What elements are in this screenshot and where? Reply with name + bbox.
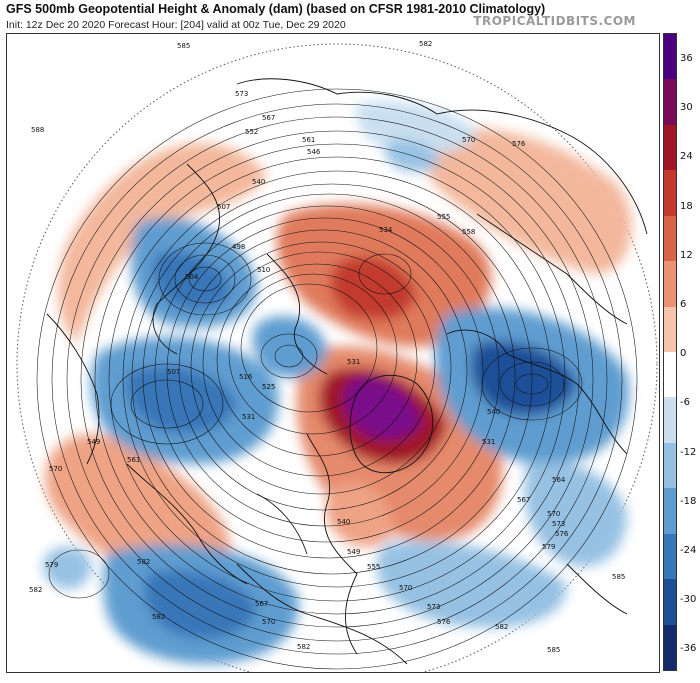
svg-text:564: 564 <box>552 476 566 484</box>
svg-text:525: 525 <box>262 383 275 391</box>
colorbar-tick-label: 12 <box>680 249 693 261</box>
colorbar-segment <box>664 261 676 308</box>
height-contours <box>36 88 638 670</box>
svg-text:552: 552 <box>245 128 258 136</box>
svg-text:510: 510 <box>257 266 270 274</box>
map-subtitle: Init: 12z Dec 20 2020 Forecast Hour: [20… <box>6 19 346 31</box>
svg-text:531: 531 <box>482 438 495 446</box>
svg-text:567: 567 <box>262 114 275 122</box>
map-title: GFS 500mb Geopotential Height & Anomaly … <box>6 2 546 16</box>
svg-text:567: 567 <box>517 496 530 504</box>
svg-text:567: 567 <box>255 600 268 608</box>
colorbar-tick-label: -24 <box>680 545 697 556</box>
colorbar-segment <box>664 624 676 671</box>
svg-text:555: 555 <box>367 563 380 571</box>
svg-text:582: 582 <box>29 586 42 594</box>
colorbar-tick-label: 18 <box>680 200 693 212</box>
colorbar-tick-label: 36 <box>680 53 693 64</box>
colorbar-segment <box>664 79 676 126</box>
colorbar-segment <box>664 170 676 217</box>
svg-text:585: 585 <box>612 573 625 581</box>
svg-text:585: 585 <box>547 646 560 654</box>
svg-text:582: 582 <box>419 40 432 48</box>
svg-text:573: 573 <box>235 90 248 98</box>
colorbar-segment <box>664 306 676 353</box>
svg-text:507: 507 <box>217 203 230 211</box>
svg-text:570: 570 <box>462 136 475 144</box>
colorbar-tick-label: -12 <box>680 446 697 458</box>
colorbar-segment <box>664 533 676 580</box>
colorbar-segment <box>664 442 676 489</box>
colorbar-tick-label: -36 <box>680 643 697 655</box>
svg-text:582: 582 <box>297 643 310 651</box>
svg-text:582: 582 <box>495 623 508 631</box>
svg-text:555: 555 <box>437 213 450 221</box>
colorbar-tick-label: -30 <box>680 594 697 606</box>
svg-text:549: 549 <box>347 548 360 556</box>
svg-text:579: 579 <box>542 543 555 551</box>
svg-text:498: 498 <box>232 243 245 251</box>
colorbar-segment <box>664 488 676 535</box>
colorbar-tick-label: 6 <box>680 299 687 310</box>
colorbar-segment <box>664 352 676 398</box>
svg-text:549: 549 <box>87 438 100 446</box>
svg-text:561: 561 <box>302 136 315 144</box>
map-panel: 585 582 588 573 567 561 552 546 540 534 … <box>6 33 660 673</box>
brand-watermark: TROPICALTIDBITS.COM <box>473 14 636 28</box>
svg-text:531: 531 <box>242 413 255 421</box>
anomaly-field <box>42 101 632 664</box>
map-boundary <box>16 43 658 672</box>
svg-text:582: 582 <box>152 613 165 621</box>
svg-text:531: 531 <box>347 358 360 366</box>
svg-text:570: 570 <box>49 465 62 473</box>
polar-map: 585 582 588 573 567 561 552 546 540 534 … <box>16 40 658 672</box>
svg-text:576: 576 <box>555 530 569 538</box>
colorbar-tick-label: -6 <box>680 397 690 409</box>
svg-text:576: 576 <box>437 618 451 626</box>
svg-text:570: 570 <box>262 618 275 626</box>
colorbar-segment <box>664 215 676 262</box>
svg-text:507: 507 <box>167 368 180 376</box>
svg-text:534: 534 <box>379 226 393 234</box>
svg-text:582: 582 <box>137 558 150 566</box>
colorbar-tick-label: 30 <box>680 102 693 114</box>
colorbar-segment <box>664 579 676 626</box>
contour-labels: 585 582 588 573 567 561 552 546 540 534 … <box>29 40 625 654</box>
svg-text:546: 546 <box>307 148 321 156</box>
svg-text:516: 516 <box>239 373 253 381</box>
svg-text:540: 540 <box>337 518 350 526</box>
svg-text:570: 570 <box>399 584 412 592</box>
svg-text:576: 576 <box>512 140 526 148</box>
svg-text:585: 585 <box>177 42 190 50</box>
svg-text:558: 558 <box>462 228 475 236</box>
svg-text:573: 573 <box>552 520 565 528</box>
colorbar-tick-label: 24 <box>680 151 693 163</box>
svg-text:504: 504 <box>185 273 199 281</box>
svg-text:588: 588 <box>31 126 44 134</box>
colorbar-tick-label: -18 <box>680 495 697 507</box>
svg-text:540: 540 <box>487 408 500 416</box>
svg-text:579: 579 <box>45 561 58 569</box>
svg-text:561: 561 <box>127 456 140 464</box>
colorbar <box>663 33 677 671</box>
svg-text:570: 570 <box>547 510 560 518</box>
colorbar-segment <box>664 34 676 80</box>
coastlines <box>46 78 648 665</box>
colorbar-segment <box>664 397 676 444</box>
svg-text:540: 540 <box>252 178 265 186</box>
colorbar-segment <box>664 124 676 171</box>
colorbar-tick-label: 0 <box>680 348 687 360</box>
svg-text:573: 573 <box>427 603 440 611</box>
